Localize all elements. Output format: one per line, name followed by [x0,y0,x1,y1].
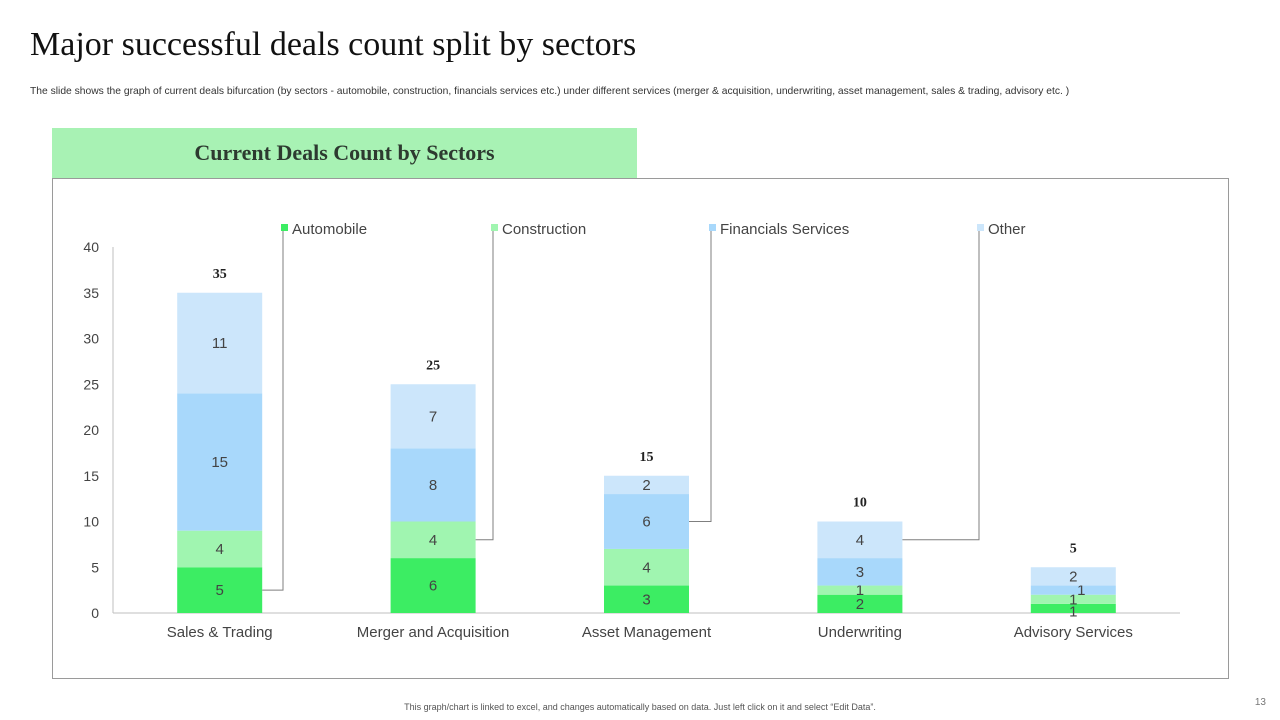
legend-label: Automobile [292,221,367,238]
data-label: 3 [642,591,650,608]
y-tick-label: 30 [83,331,99,347]
data-label: 2 [1069,568,1077,585]
y-tick-label: 35 [83,285,99,301]
bar-segment[interactable] [390,384,476,449]
bar-segment[interactable] [177,292,263,394]
bar-segment[interactable] [604,475,689,495]
legend-swatch [709,224,716,231]
data-label: 1 [1077,582,1085,599]
data-label: 4 [856,532,864,549]
bar-segment[interactable] [817,521,903,559]
x-tick-label: Asset Management [582,624,712,641]
data-label: 15 [211,454,228,471]
total-label: 35 [213,267,227,282]
total-label: 10 [853,496,867,511]
bar-segment[interactable] [817,585,903,595]
data-label: 6 [429,578,437,595]
data-label: 4 [216,541,224,558]
bar-segment[interactable] [1030,594,1116,604]
legend-swatch [977,224,984,231]
legend-swatch [281,224,288,231]
y-tick-label: 15 [83,468,99,484]
total-label: 5 [1070,541,1077,556]
legend-leader-line [689,231,712,522]
data-label: 8 [429,477,437,494]
y-tick-label: 20 [83,422,99,438]
y-tick-label: 10 [83,514,99,530]
x-tick-label: Merger and Acquisition [357,624,510,641]
bar-segment[interactable] [817,594,903,613]
bar-segment[interactable] [1030,585,1116,595]
legend-leader-line [475,231,494,541]
y-tick-label: 0 [91,605,99,621]
bar-segment[interactable] [390,558,476,613]
slide-title: Major successful deals count split by se… [30,26,637,63]
legend-label: Other [988,221,1026,238]
bar-segment[interactable] [177,567,263,613]
y-tick-label: 5 [91,559,99,575]
legend-label: Construction [502,221,586,238]
bar-segment[interactable] [1030,567,1116,586]
legend-leader-line [262,231,284,591]
bar-segment[interactable] [604,585,689,613]
data-label: 2 [856,596,864,613]
bar-segment[interactable] [390,448,476,522]
page-number: 13 [1254,697,1266,708]
chart-frame[interactable]: 0 5 10 15 20 25 30 35 40 Sales & Trading Merger an… [52,178,1229,679]
legend-leader-line [902,231,980,541]
legend-swatch [491,224,498,231]
chart-title-banner: Current Deals Count by Sectors [52,128,637,178]
bar-segment[interactable] [604,494,689,549]
data-label: 7 [429,408,437,425]
slide-subtitle: The slide shows the graph of current dea… [30,86,1070,97]
footer-note: This graph/chart is linked to excel, and… [404,702,876,712]
data-label: 4 [642,559,650,576]
chart-title: Current Deals Count by Sectors [194,140,495,165]
bar-segment[interactable] [177,393,263,531]
bar-segment[interactable] [1030,603,1116,613]
data-label: 4 [429,532,437,549]
bar-segment[interactable] [177,530,263,568]
data-label: 6 [642,514,650,531]
data-label: 1 [1069,603,1077,620]
data-label: 1 [1069,591,1077,608]
x-tick-label: Advisory Services [1014,624,1133,641]
x-tick-label: Underwriting [818,624,902,641]
total-label: 15 [640,450,654,465]
total-label: 25 [426,358,440,373]
bar-segment[interactable] [817,558,903,586]
legend-label: Financials Services [720,221,849,238]
bar-segment[interactable] [604,548,689,586]
data-label: 3 [856,564,864,581]
y-tick-label: 25 [83,376,99,392]
x-tick-label: Sales & Trading [167,624,273,641]
data-label: 1 [856,582,864,599]
bar-segment[interactable] [390,521,476,559]
data-label: 5 [216,582,224,599]
data-label: 2 [642,477,650,494]
data-label: 11 [212,335,228,352]
y-tick-label: 40 [83,239,99,255]
